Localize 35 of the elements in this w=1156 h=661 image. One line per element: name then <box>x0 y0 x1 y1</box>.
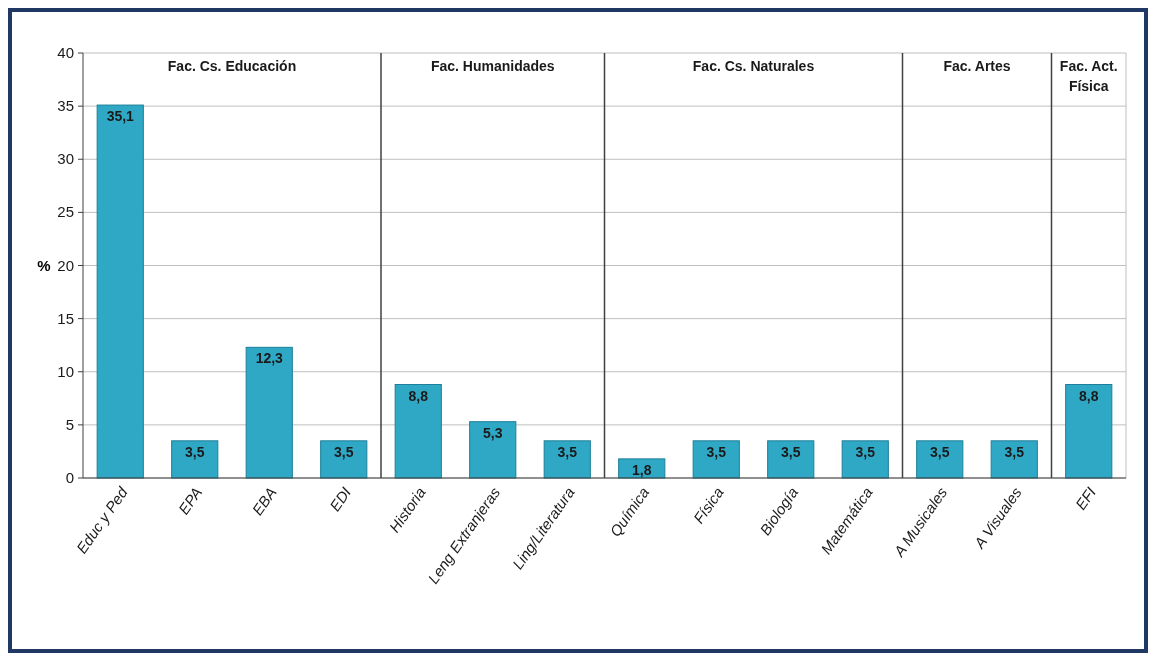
bar <box>96 104 144 479</box>
data-label: 8,8 <box>1079 387 1099 404</box>
data-label: 3,5 <box>781 443 801 460</box>
y-tick-label: 15 <box>57 309 74 327</box>
y-tick-label: 25 <box>57 203 74 221</box>
y-tick-label: 40 <box>57 44 74 61</box>
y-axis-title: % <box>37 256 51 274</box>
data-label: 3,5 <box>930 443 950 460</box>
x-tick-label: EFI <box>1071 483 1100 513</box>
y-tick-label: 30 <box>57 150 74 168</box>
y-tick-label: 0 <box>65 469 74 486</box>
data-label: 1,8 <box>632 461 652 478</box>
annotation: Fac. Act. Física <box>1059 58 1118 94</box>
y-tick-label: 5 <box>65 415 74 433</box>
data-label: 3,5 <box>185 443 205 460</box>
y-tick-label: 35 <box>57 97 74 115</box>
data-label: 3,5 <box>1004 443 1025 460</box>
bar <box>469 421 517 479</box>
data-label: 3,5 <box>557 443 578 460</box>
annotation: Fac. Artes <box>943 58 1011 74</box>
data-label: 5,3 <box>483 424 503 441</box>
data-label: 3,5 <box>334 443 354 460</box>
annotation: Fac. Cs. Naturales <box>692 58 815 74</box>
y-tick-label: 20 <box>57 256 74 274</box>
data-label: 8,8 <box>408 387 429 404</box>
annotation: Fac. Humanidades <box>430 58 555 74</box>
bar <box>1065 384 1113 479</box>
annotation: Fac. Cs. Educación <box>167 58 297 74</box>
data-label: 12,3 <box>255 350 284 367</box>
bar <box>245 346 293 479</box>
y-tick-label: 10 <box>57 362 74 380</box>
bar <box>394 384 442 479</box>
data-label: 3,5 <box>855 443 876 460</box>
data-label: 35,1 <box>106 108 135 125</box>
data-label: 3,5 <box>706 443 727 460</box>
